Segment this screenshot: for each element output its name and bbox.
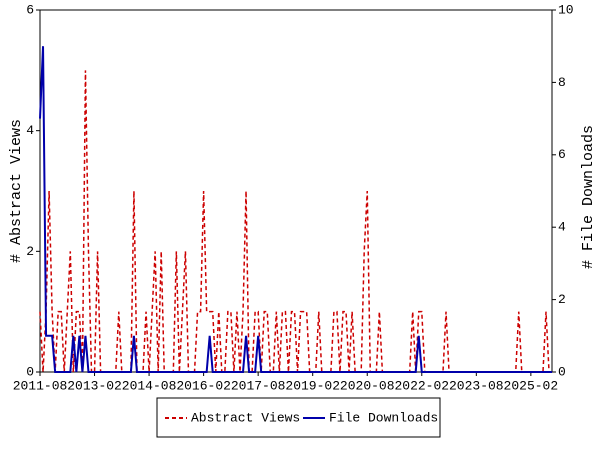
y-tick-label: 0 <box>26 364 34 379</box>
x-tick-label: 2020-08 <box>340 378 395 393</box>
x-tick-label: 2014-08 <box>122 378 177 393</box>
legend-label: Abstract Views <box>191 410 300 425</box>
x-tick-label: 2016-02 <box>176 378 231 393</box>
legend-label: File Downloads <box>329 410 438 425</box>
legend <box>156 397 441 438</box>
x-tick-label: 2025-02 <box>504 378 559 393</box>
y-tick-label: 4 <box>26 123 34 138</box>
y2-tick-label: 10 <box>558 2 574 17</box>
x-tick-label: 2023-08 <box>449 378 504 393</box>
y-tick-label: 6 <box>26 2 34 17</box>
y2-tick-label: 0 <box>558 364 566 379</box>
y2-axis-title: # File Downloads <box>580 125 597 269</box>
x-tick-label: 2022-02 <box>394 378 449 393</box>
y-axis-title: # Abstract Views <box>8 119 25 263</box>
x-tick-label: 2013-02 <box>67 378 122 393</box>
data-line <box>39 46 553 373</box>
x-tick-label: 2017-08 <box>231 378 286 393</box>
y2-tick-label: 8 <box>558 75 566 90</box>
plot-frame <box>39 9 553 373</box>
y2-tick-label: 4 <box>558 220 566 235</box>
x-tick-label: 2011-08 <box>13 378 68 393</box>
y2-tick-label: 6 <box>558 147 566 162</box>
y-tick-label: 2 <box>26 244 34 259</box>
x-tick-label: 2019-02 <box>285 378 340 393</box>
y2-tick-label: 2 <box>558 292 566 307</box>
